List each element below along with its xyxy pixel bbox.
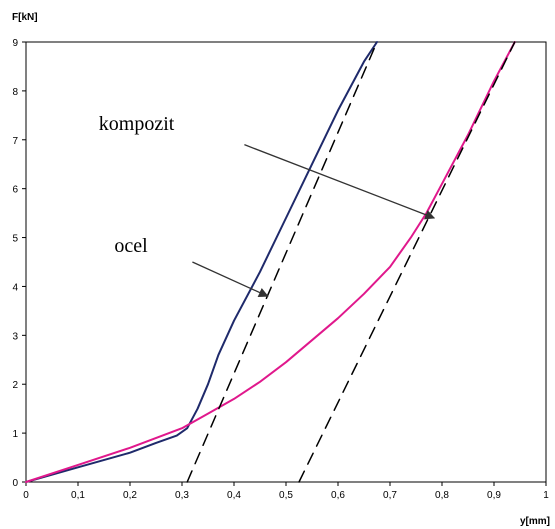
y-tick-label: 5 [12, 234, 18, 245]
y-tick-label: 4 [12, 282, 18, 293]
x-axis-title: y[mm] [520, 516, 550, 527]
annotation-arrow [192, 261, 269, 298]
tangent-line-3 [298, 41, 516, 483]
x-tick-label: 0,3 [175, 490, 189, 501]
tangent-line-2 [186, 41, 378, 483]
x-tick-label: 0,1 [71, 490, 85, 501]
y-tick-label: 6 [12, 185, 18, 196]
y-tick-label: 0 [12, 478, 18, 489]
x-tick-label: 0,9 [487, 490, 501, 501]
x-tick-label: 0,4 [227, 490, 241, 501]
y-axis-title: F[kN] [12, 12, 38, 23]
annotation-label: kompozit [99, 113, 175, 135]
x-tick-label: 0,2 [123, 490, 137, 501]
plot-frame [25, 41, 547, 483]
x-tick-label: 0,6 [331, 490, 345, 501]
x-tick-label: 0,8 [435, 490, 449, 501]
series-line-0 [25, 41, 378, 483]
annotation-layer: kompozit ocel [99, 113, 436, 298]
annotation-label: ocel [114, 235, 148, 257]
series-layer [25, 41, 516, 483]
y-tick-label: 1 [12, 429, 18, 440]
series-line-1 [25, 41, 516, 483]
x-tick-label: 0,5 [279, 490, 293, 501]
y-tick-label: 7 [12, 136, 18, 147]
y-tick-label: 9 [12, 38, 18, 49]
annotation-arrow [244, 144, 436, 220]
y-tick-label: 8 [12, 87, 18, 98]
axis-ticks: 0 0,1 0,2 0,3 0,4 0,5 0,6 0,7 0,8 0,9 1 0 1 2 3 4 5 6 7 8 9 [12, 38, 549, 501]
x-tick-label: 0,7 [383, 490, 397, 501]
y-tick-label: 3 [12, 331, 18, 342]
x-tick-label: 0 [23, 490, 29, 501]
y-tick-label: 2 [12, 380, 18, 391]
x-tick-label: 1 [543, 490, 549, 501]
